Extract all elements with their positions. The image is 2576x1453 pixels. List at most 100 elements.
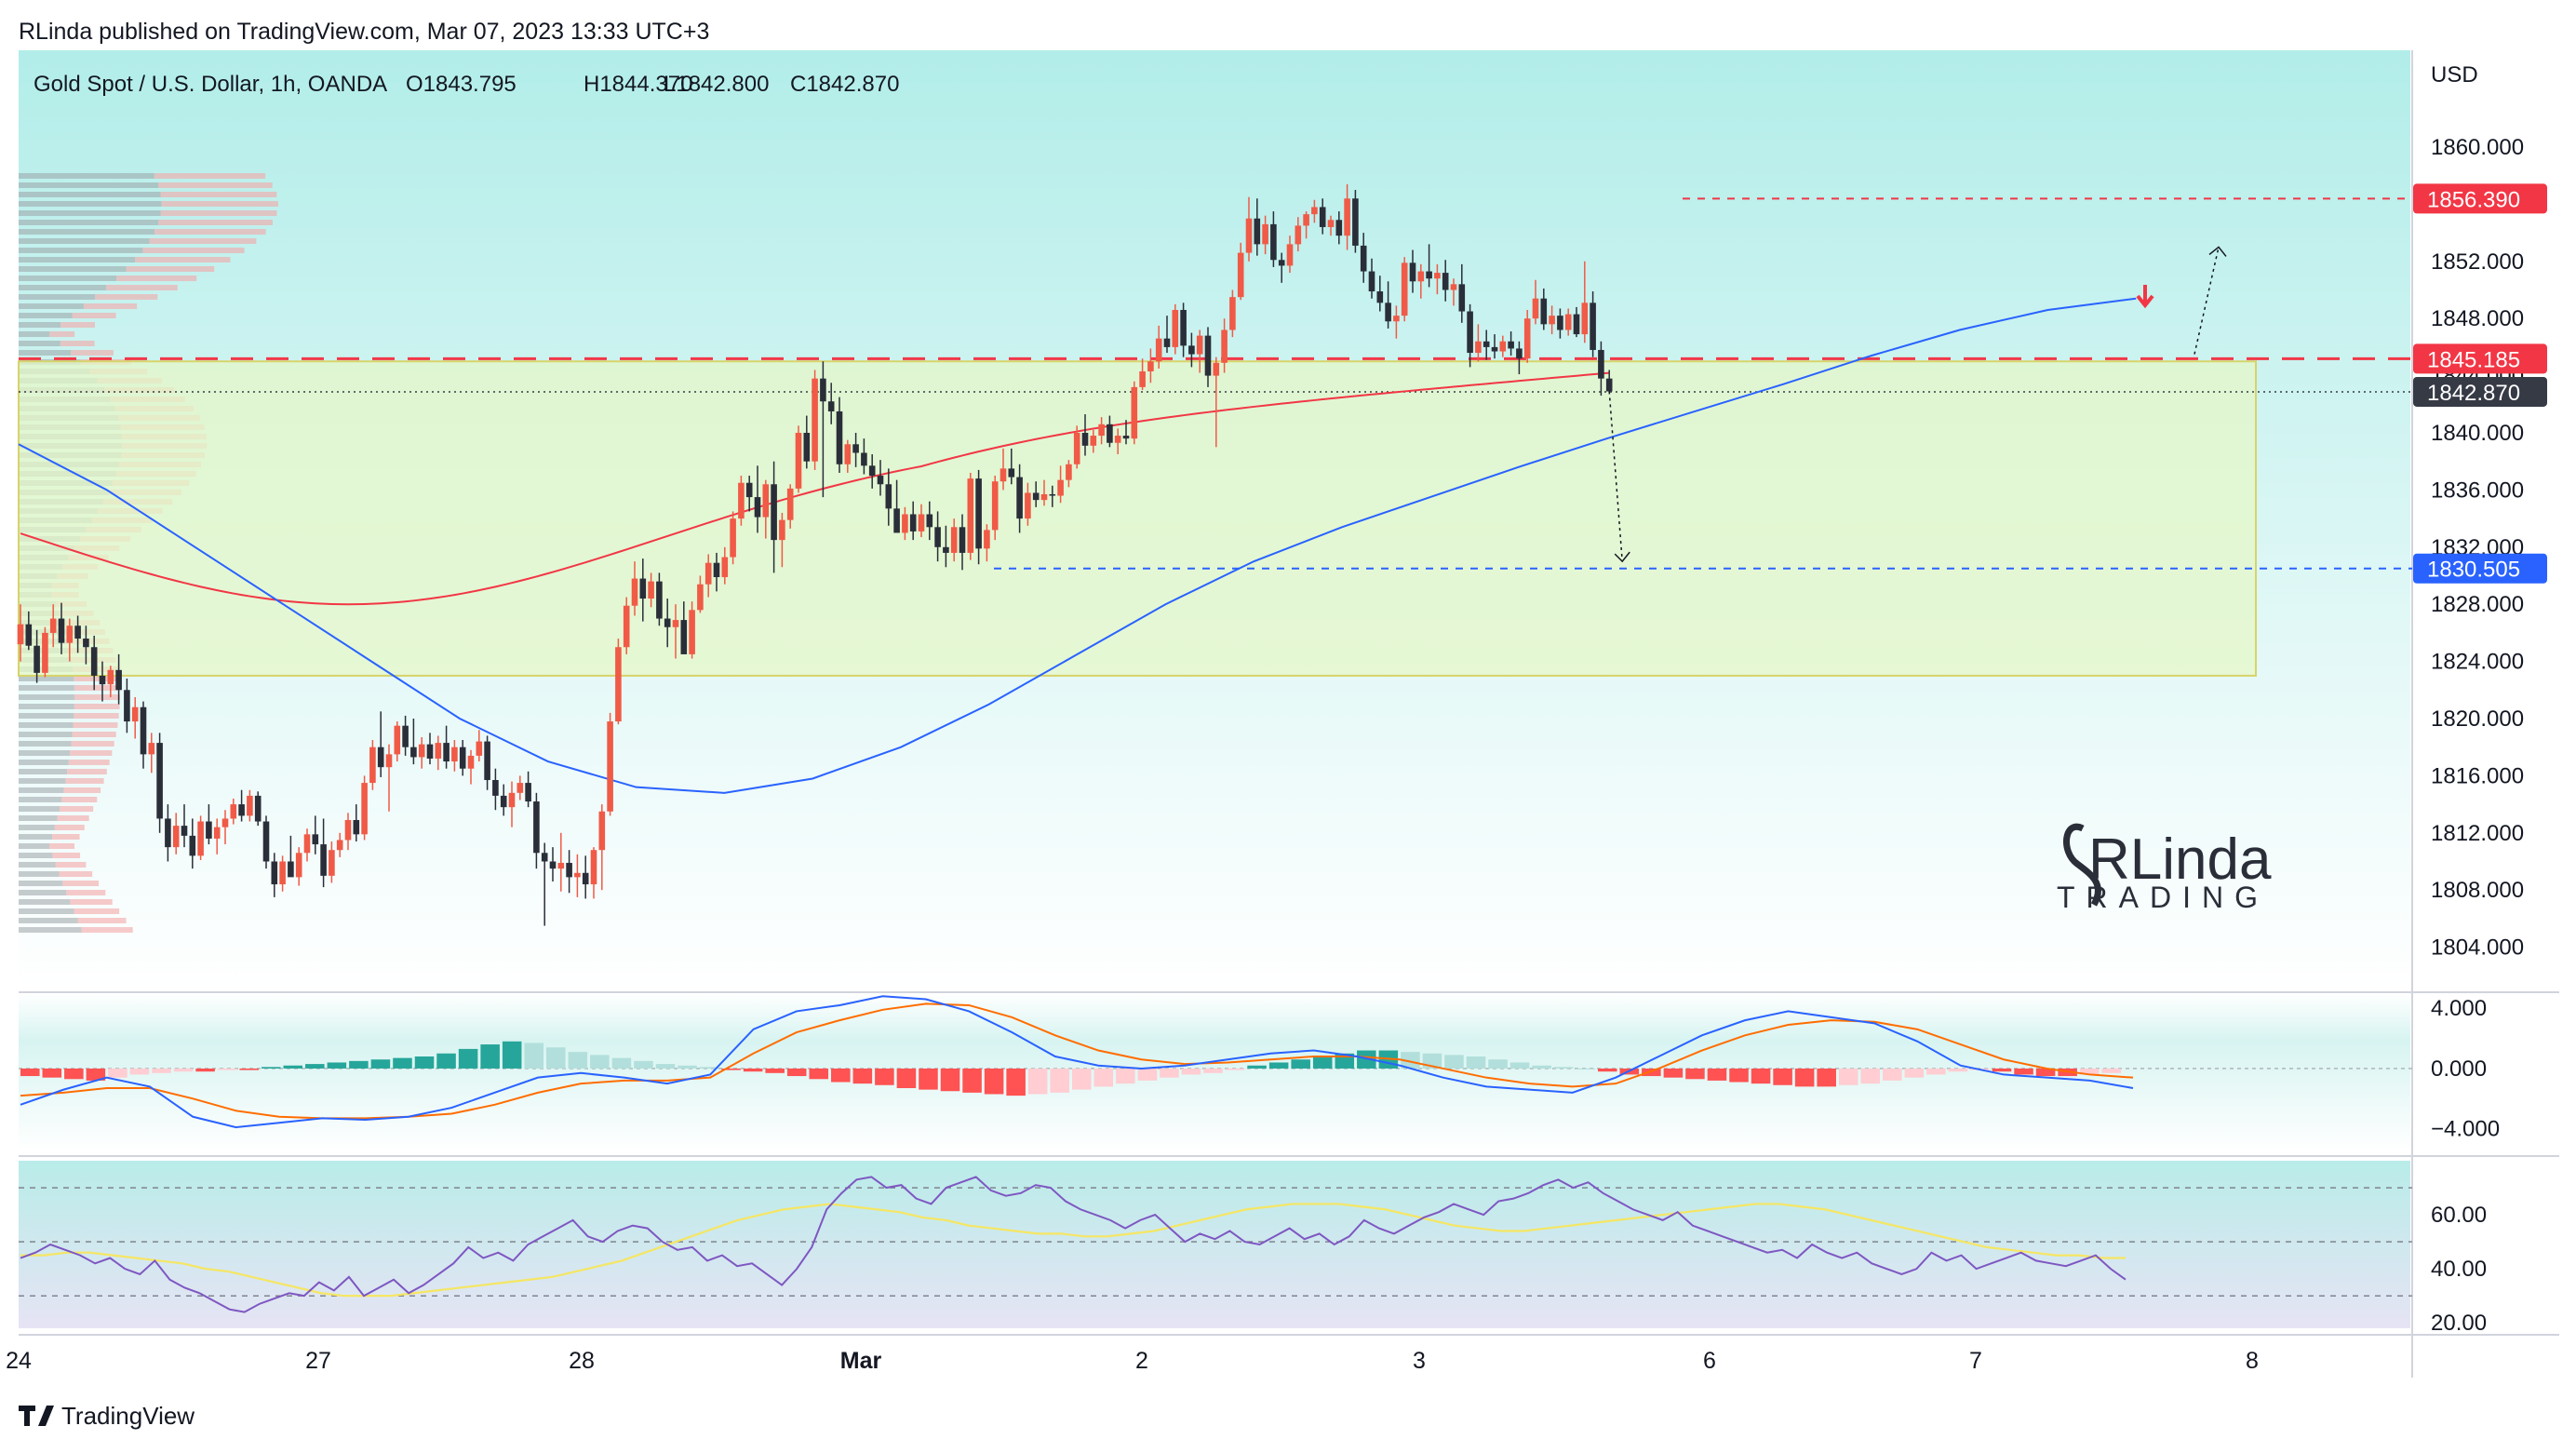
volume-profile-bar bbox=[19, 750, 71, 756]
macd-histogram-bar bbox=[1532, 1065, 1551, 1069]
candle-body bbox=[288, 861, 294, 878]
candle-body bbox=[1508, 341, 1514, 349]
macd-histogram-bar bbox=[1794, 1068, 1815, 1087]
volume-profile-bar bbox=[161, 201, 278, 207]
volume-profile-bar bbox=[77, 918, 127, 923]
resistance-tag bbox=[2413, 183, 2547, 214]
candle-body bbox=[1213, 362, 1220, 376]
candle-body bbox=[336, 840, 343, 851]
volume-profile-bar bbox=[62, 881, 100, 886]
volume-profile-bar bbox=[49, 843, 75, 849]
pivot-tag-label: 1845.185 bbox=[2427, 347, 2520, 372]
volume-profile-bar bbox=[49, 331, 75, 337]
candle-body bbox=[1008, 468, 1015, 478]
instrument-title[interactable]: Gold Spot / U.S. Dollar, 1h, OANDA bbox=[34, 72, 387, 97]
volume-profile-bar bbox=[126, 266, 215, 272]
tradingview-icon bbox=[19, 1406, 54, 1426]
candle-body bbox=[165, 818, 171, 848]
last-price-tag-label: 1842.870 bbox=[2427, 381, 2520, 406]
volume-profile-bar bbox=[70, 750, 113, 756]
volume-profile-bar bbox=[74, 685, 120, 691]
macd-histogram-bar bbox=[655, 1064, 676, 1069]
candle-body bbox=[508, 792, 516, 808]
candle-body bbox=[1368, 271, 1375, 292]
macd-indicator: 4.000 0.000 −4.000 bbox=[19, 995, 2500, 1142]
volume-profile-bar bbox=[19, 834, 53, 840]
candle-body bbox=[1311, 207, 1318, 215]
candle-body bbox=[1057, 479, 1064, 496]
candle-body bbox=[90, 647, 98, 676]
candle-body bbox=[1131, 386, 1138, 439]
macd-histogram-bar bbox=[1268, 1062, 1289, 1069]
rsi-pane-background bbox=[19, 1161, 2410, 1328]
macd-histogram-bar bbox=[1181, 1068, 1201, 1075]
candle-body bbox=[42, 632, 48, 673]
forecast-up-arrow bbox=[2194, 247, 2220, 355]
candle-body bbox=[803, 433, 811, 462]
candle-body bbox=[303, 834, 311, 854]
macd-histogram-bar bbox=[1050, 1068, 1069, 1093]
candle-body bbox=[115, 669, 122, 691]
price-axis[interactable]: 1804.000 1808.000 1812.000 1816.000 1820.000… bbox=[2413, 135, 2547, 961]
candle-body bbox=[730, 518, 736, 558]
price-tick-label: 1828.000 bbox=[2431, 592, 2524, 617]
forecast-down-arrowhead bbox=[1614, 551, 1630, 563]
candle-body bbox=[1344, 198, 1350, 236]
ohlc-open: O1843.795 bbox=[406, 72, 517, 97]
candle-body bbox=[1295, 225, 1302, 245]
tradingview-footer[interactable]: TradingView bbox=[19, 1402, 195, 1430]
volume-profile-bar bbox=[19, 713, 74, 719]
volume-profile-bar bbox=[19, 248, 143, 253]
candle-body bbox=[1434, 273, 1441, 279]
candle-body bbox=[861, 452, 867, 466]
publisher-line: RLinda published on TradingView.com, Mar… bbox=[19, 19, 709, 45]
macd-histogram-bar bbox=[1291, 1059, 1310, 1069]
candle-body bbox=[1081, 433, 1089, 446]
candle-body bbox=[443, 743, 449, 762]
macd-histogram-bar bbox=[962, 1068, 982, 1093]
candle-body bbox=[656, 581, 663, 619]
price-tick-label: 1848.000 bbox=[2431, 306, 2524, 331]
candle-body bbox=[1450, 284, 1457, 290]
time-tick-label: 2 bbox=[1135, 1348, 1148, 1374]
candle-body bbox=[1475, 341, 1482, 354]
volume-profile-bar bbox=[19, 871, 60, 877]
volume-profile-bar bbox=[19, 732, 73, 737]
candle-body bbox=[1327, 220, 1335, 227]
price-tick-label: 1804.000 bbox=[2431, 935, 2524, 961]
candle-body bbox=[221, 818, 229, 827]
time-axis[interactable]: 24 27 28 Mar 2 3 6 7 8 bbox=[6, 1348, 2259, 1374]
volume-profile-bar bbox=[57, 815, 89, 821]
macd-histogram-bar bbox=[1357, 1050, 1376, 1069]
macd-histogram-bar bbox=[2101, 1068, 2121, 1073]
volume-profile-bar bbox=[59, 871, 93, 877]
volume-profile-bar bbox=[63, 787, 101, 793]
volume-profile-bar bbox=[19, 815, 58, 821]
support-tag bbox=[2413, 553, 2547, 584]
volume-profile-bar bbox=[65, 778, 104, 784]
volume-profile-bar bbox=[19, 769, 68, 774]
macd-histogram-bar bbox=[152, 1068, 171, 1073]
rlinda-logo: RLinda TRADING bbox=[2057, 823, 2272, 914]
candle-body bbox=[369, 747, 376, 784]
macd-histogram-bar bbox=[590, 1055, 610, 1069]
candle-body bbox=[672, 620, 679, 627]
candles bbox=[17, 183, 1613, 926]
volume-profile-bar bbox=[71, 350, 114, 356]
volume-profile-bar bbox=[19, 918, 78, 923]
candle-body bbox=[680, 620, 688, 654]
macd-histogram-bar bbox=[875, 1068, 894, 1085]
volume-profile-bar bbox=[154, 173, 266, 179]
candle-body bbox=[17, 624, 24, 645]
volume-profile-bar bbox=[19, 927, 82, 933]
ohlc-high: H1844.370 bbox=[584, 72, 692, 97]
candle-body bbox=[1025, 492, 1031, 519]
macd-histogram-bar bbox=[1598, 1068, 1617, 1072]
macd-histogram-bar bbox=[349, 1060, 369, 1069]
candle-body bbox=[1032, 492, 1040, 501]
volume-profile-bar bbox=[19, 303, 84, 309]
candle-body bbox=[541, 853, 548, 862]
macd-histogram-bar bbox=[480, 1044, 500, 1069]
macd-histogram-bar bbox=[327, 1062, 347, 1069]
candle-body bbox=[1229, 297, 1236, 330]
